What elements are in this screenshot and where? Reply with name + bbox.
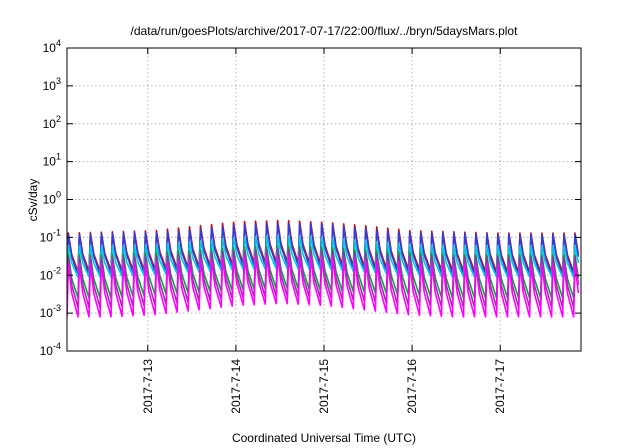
series-line-2 (67, 222, 580, 277)
series-line-1 (67, 219, 580, 274)
y-tick-label: 101 (43, 152, 61, 169)
axes: 10-4 10-3 10-2 10-1 100 101 102 103 104 2017-7-13… (40, 38, 581, 414)
x-tick-label: 2017-7-17 (493, 359, 507, 414)
series-line-5 (67, 248, 580, 309)
series-layer (67, 219, 580, 318)
y-tick-label: 10-1 (40, 227, 61, 244)
series-line-6 (67, 254, 580, 318)
y-axis-label: cSv/day (26, 179, 40, 222)
x-tick-label: 2017-7-15 (317, 359, 331, 414)
y-tick-label: 10-2 (40, 265, 61, 282)
y-tick-label: 102 (43, 114, 61, 131)
chart-title: /data/run/goesPlots/archive/2017-07-17/2… (131, 24, 519, 38)
x-tick-label: 2017-7-14 (229, 359, 243, 414)
y-tick-label: 100 (43, 190, 61, 207)
x-axis-label: Coordinated Universal Time (UTC) (232, 431, 416, 445)
y-tick-label: 10-4 (40, 341, 61, 358)
plot-frame (66, 47, 582, 352)
x-tick-label: 2017-7-16 (405, 359, 419, 414)
x-tick-label: 2017-7-13 (141, 359, 155, 414)
series-line-3 (67, 235, 580, 278)
series-line-4 (67, 245, 580, 299)
y-tick-label: 103 (43, 76, 61, 93)
y-tick-label: 104 (43, 38, 61, 55)
y-tick-label: 10-3 (40, 303, 61, 320)
